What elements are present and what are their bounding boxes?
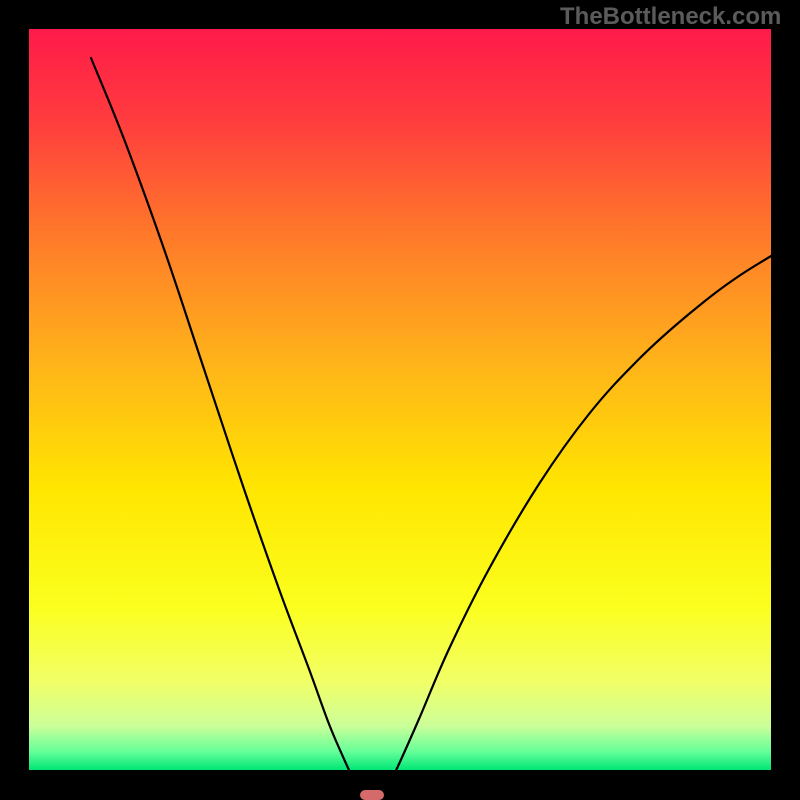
curve-svg <box>29 29 771 770</box>
plot-area <box>29 29 771 770</box>
watermark-text: TheBottleneck.com <box>560 3 781 31</box>
bottom-marker <box>360 790 384 800</box>
chart-container: TheBottleneck.com <box>0 0 800 800</box>
